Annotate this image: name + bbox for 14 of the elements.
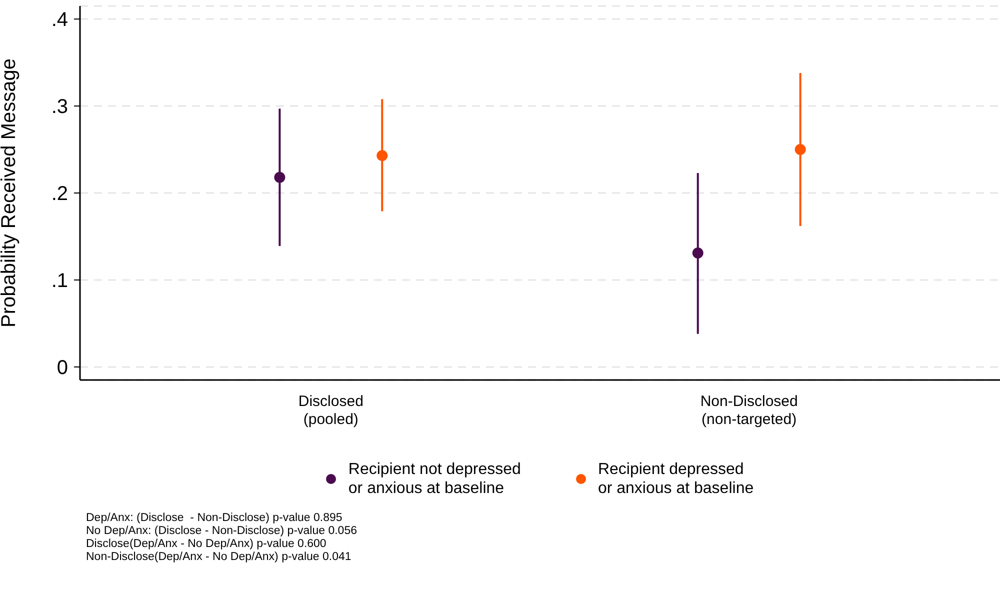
x-tick-label: Disclosed (pooled) bbox=[298, 393, 364, 428]
y-tick-label: .1 bbox=[51, 270, 68, 292]
legend-label: Recipient depressed or anxious at baseline bbox=[598, 460, 754, 498]
x-tick-label: Non-Disclosed (non-targeted) bbox=[700, 393, 798, 428]
text: Dep/Anx: (Disclose - Non-Disclose) p-value 0.895 bbox=[86, 512, 344, 525]
y-tick-label: .2 bbox=[51, 183, 68, 205]
legend-label: Recipient not depressed or anxious at baseline bbox=[348, 460, 521, 498]
text: Non-Disclose(Dep/Anx - No Dep/Anx) p-value 0.041 bbox=[86, 551, 352, 564]
y-tick-label: 0 bbox=[56, 356, 68, 379]
y-axis-title: Probability Received Message bbox=[0, 58, 20, 328]
text: No Dep/Anx: (Disclose - Non-Disclose) p-value 0.056 bbox=[86, 525, 358, 538]
text: Disclose(Dep/Anx - No Dep/Anx) p-value 0.600 bbox=[86, 538, 328, 551]
y-tick-label: .3 bbox=[51, 96, 68, 118]
y-tick-label: .4 bbox=[51, 9, 68, 32]
